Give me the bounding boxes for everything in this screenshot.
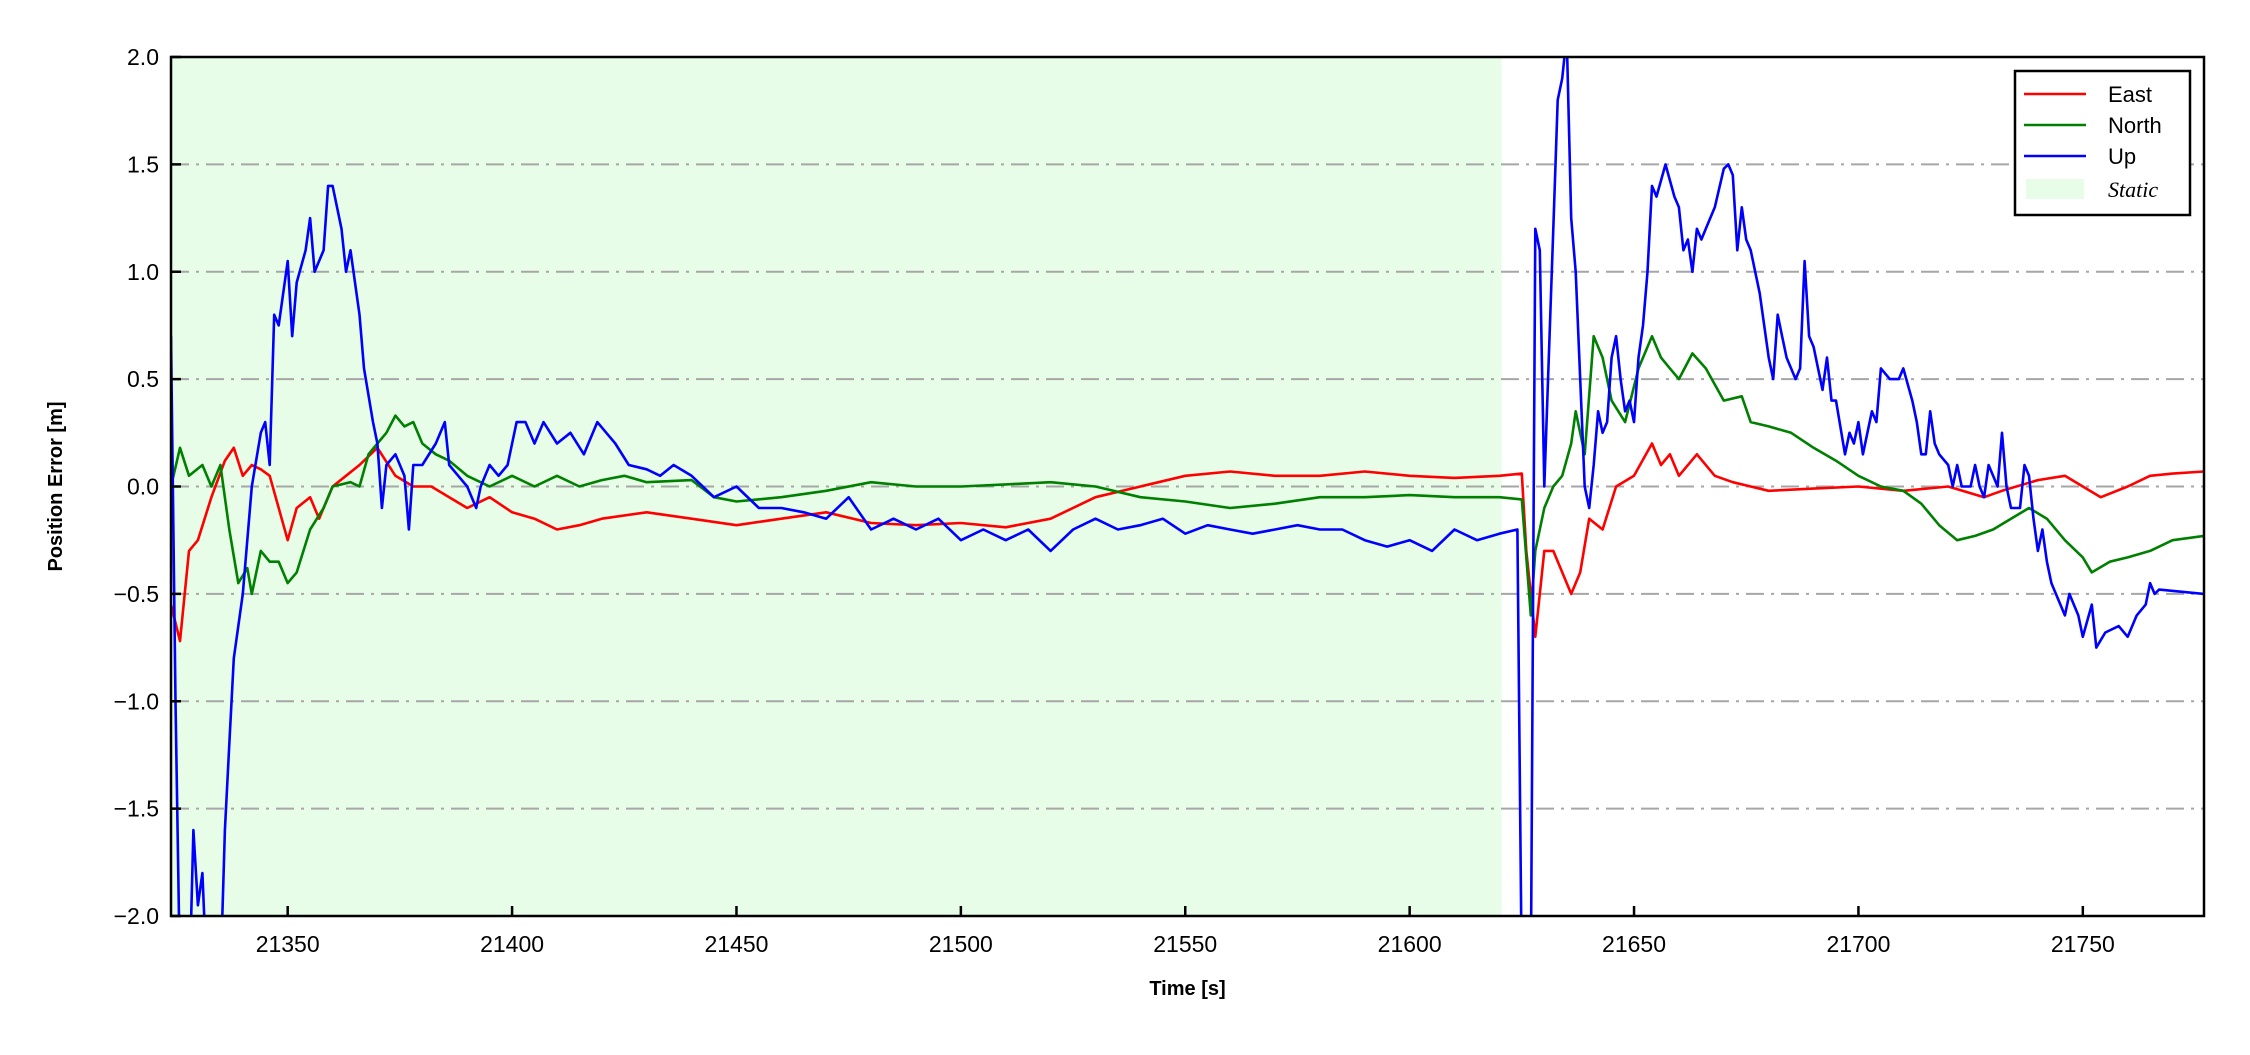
y-tick-label: 1.5	[127, 151, 159, 177]
y-tick-label: 1.0	[127, 259, 159, 285]
legend-swatch-static	[2026, 179, 2084, 199]
x-tick-label: 21650	[1602, 931, 1666, 957]
legend: East North Up Static	[2013, 69, 2192, 217]
x-tick-label: 21450	[704, 931, 768, 957]
y-tick-label: 0.5	[127, 366, 159, 392]
x-tick-label: 21600	[1378, 931, 1442, 957]
x-tick-label: 21350	[256, 931, 320, 957]
y-tick-label: −1.5	[114, 796, 159, 822]
y-tick-label: −2.0	[114, 903, 159, 929]
y-tick-label: 0.0	[127, 474, 159, 500]
x-tick-label: 21550	[1153, 931, 1217, 957]
series-line-up	[171, 57, 2204, 916]
y-tick-label: 2.0	[127, 44, 159, 70]
y-tick-label: −0.5	[114, 581, 159, 607]
legend-label-north: North	[2108, 113, 2162, 138]
x-tick-label: 21400	[480, 931, 544, 957]
series-line-north	[171, 334, 2204, 617]
legend-label-up: Up	[2108, 144, 2136, 169]
x-tick-label: 21700	[1826, 931, 1890, 957]
x-tick-label: 21750	[2051, 931, 2115, 957]
x-axis-label: Time [s]	[1149, 978, 1225, 1000]
x-tick-label: 21500	[929, 931, 993, 957]
y-tick-label: −1.0	[114, 688, 159, 714]
legend-label-east: East	[2108, 82, 2152, 107]
series-line-east	[171, 442, 2204, 643]
series-group	[171, 57, 2204, 916]
y-axis-label: Position Error [m]	[45, 401, 67, 571]
legend-label-static: Static	[2108, 177, 2158, 202]
